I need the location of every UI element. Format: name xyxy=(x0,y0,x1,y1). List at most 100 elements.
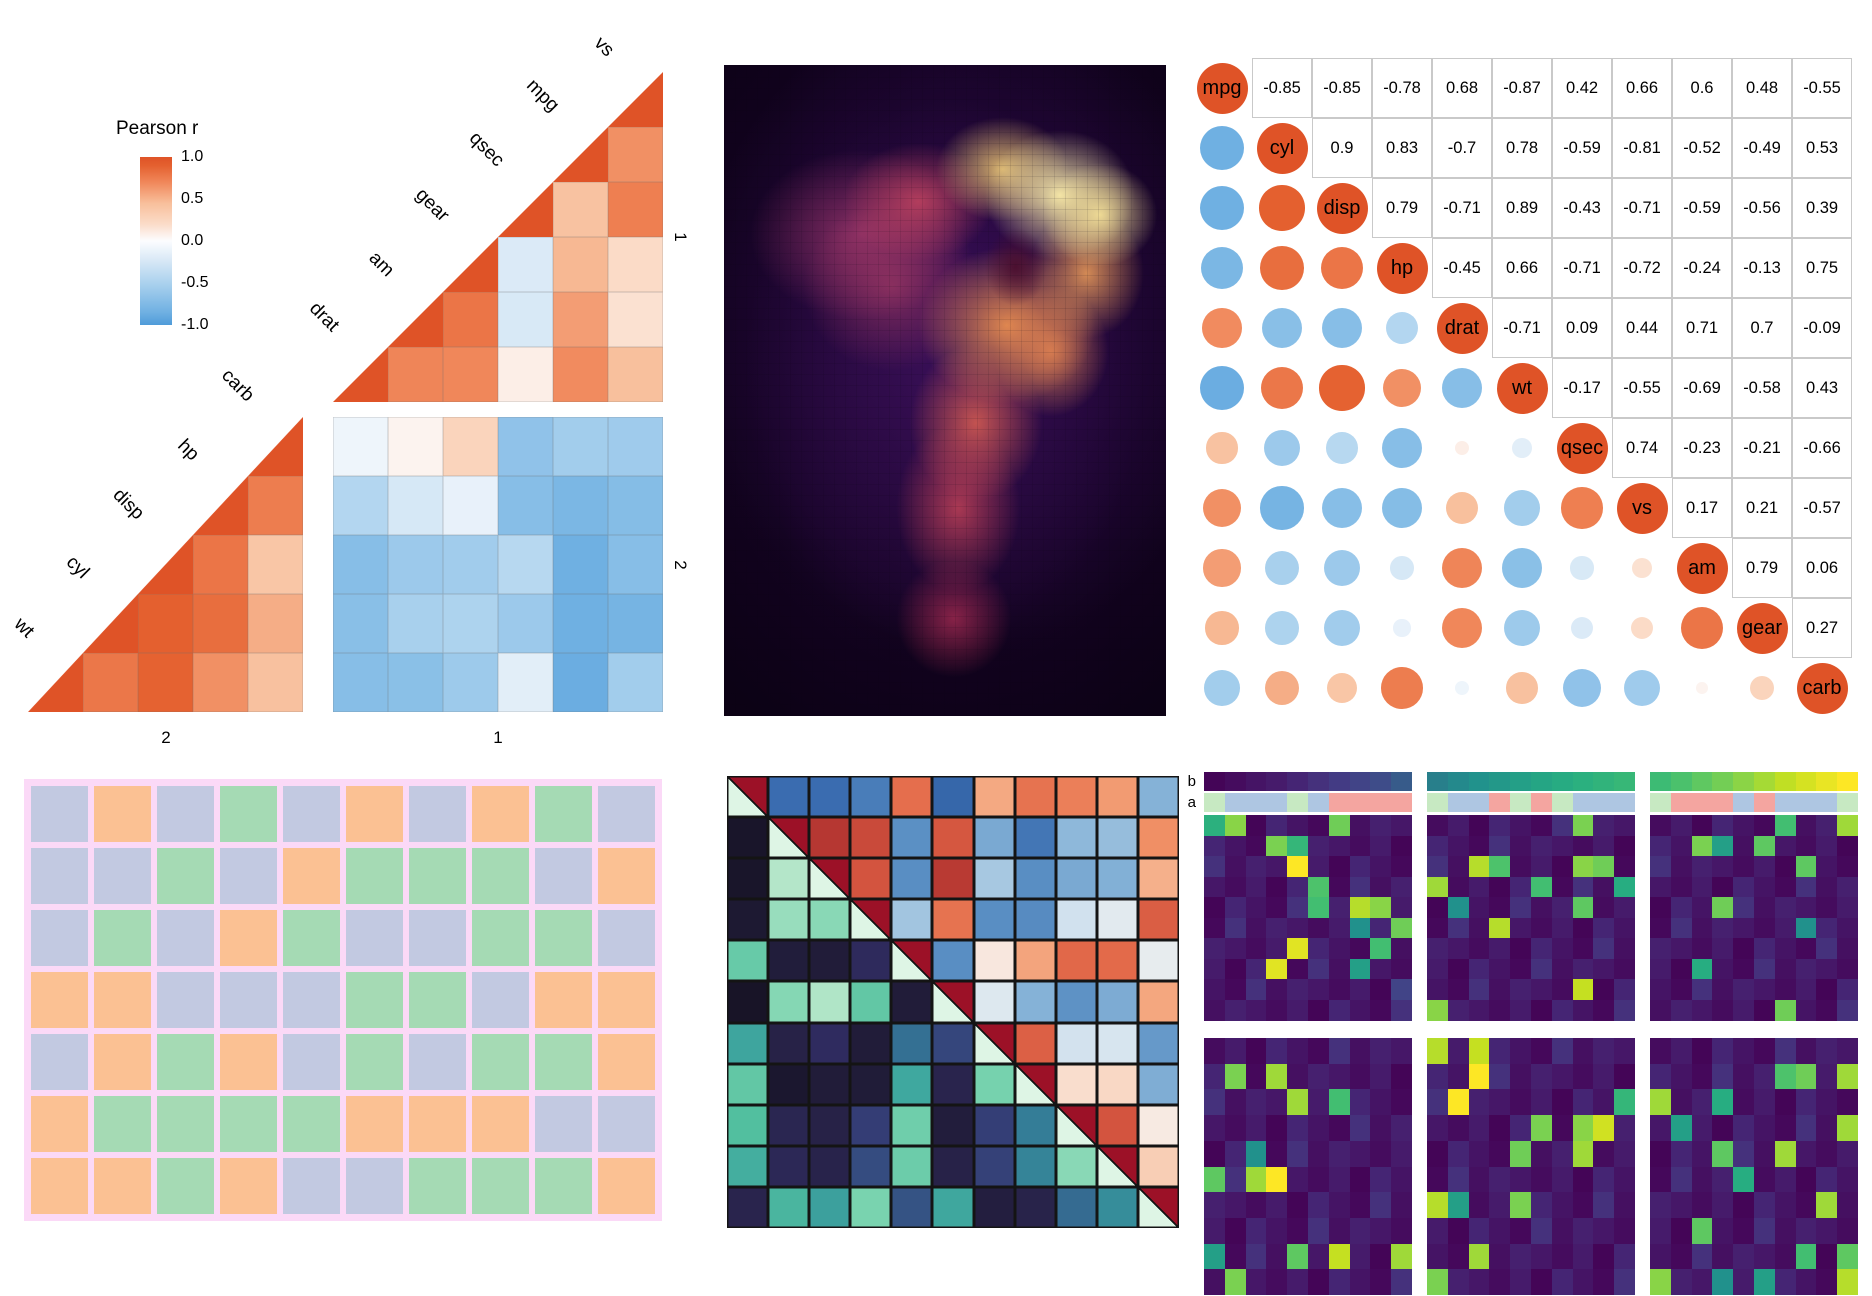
heatmap-cell xyxy=(1370,1089,1392,1116)
heatmap-cell xyxy=(1572,1243,1594,1270)
heatmap-cell xyxy=(1572,1217,1594,1245)
heatmap-cell xyxy=(1670,876,1693,898)
heatmap-cell xyxy=(1370,1115,1392,1142)
annotation-b-cell xyxy=(1391,772,1413,791)
heatmap-cell xyxy=(1370,938,1392,959)
heatmap-cell xyxy=(1204,1166,1226,1193)
annotation-a-cell xyxy=(1650,793,1672,812)
heatmap-cell xyxy=(1572,1140,1594,1167)
corrplot-value-cell: -0.71 xyxy=(1432,178,1492,238)
heatmap-cell xyxy=(1650,1089,1672,1116)
corr-cell xyxy=(333,417,388,476)
heatmap-cell xyxy=(1754,897,1776,918)
heatmap-cell xyxy=(1510,815,1532,836)
heatmap-cell xyxy=(1349,958,1371,980)
heatmap-cell xyxy=(1593,999,1615,1021)
heatmap-cell xyxy=(1816,1038,1838,1065)
corrplot-circle xyxy=(1381,427,1423,469)
panel-pastel-grid xyxy=(24,779,662,1221)
heatmap-cell xyxy=(1733,1115,1755,1142)
heatmap-cell xyxy=(1531,1269,1553,1296)
pastel-cell xyxy=(535,848,592,904)
corrplot-circle xyxy=(1562,668,1602,708)
heatmap-cell xyxy=(1287,938,1309,959)
heatmap-cell xyxy=(1447,999,1470,1021)
heatmap-cell xyxy=(1204,1063,1226,1090)
pastel-cell xyxy=(94,1096,151,1152)
heatmap-cell xyxy=(1670,1192,1693,1219)
heatmap-cell xyxy=(1224,1217,1247,1245)
matrix-cell xyxy=(1137,817,1179,859)
matrix-cell xyxy=(1055,1022,1097,1064)
heatmap-cell xyxy=(1427,917,1449,939)
pastel-cell xyxy=(220,1158,277,1214)
matrix-cell xyxy=(727,1186,769,1228)
heatmap-cell xyxy=(1531,876,1553,898)
heatmap-cell xyxy=(1266,917,1288,939)
corrplot-value-cell: 0.09 xyxy=(1552,298,1612,358)
heatmap-cell xyxy=(1650,897,1672,918)
corrplot-value-cell: 0.48 xyxy=(1732,58,1792,118)
heatmap-cell xyxy=(1572,1269,1594,1296)
heatmap-cell xyxy=(1224,938,1247,959)
matrix-cell xyxy=(1014,981,1056,1023)
heatmap-cell xyxy=(1266,1166,1288,1193)
corrplot-value-cell: -0.71 xyxy=(1492,298,1552,358)
heatmap-cell xyxy=(1287,1269,1309,1296)
heatmap-cell xyxy=(1328,876,1351,898)
heatmap-cell xyxy=(1468,1140,1490,1167)
corrplot-circle xyxy=(1319,365,1365,411)
corrplot-circle xyxy=(1623,669,1661,707)
heatmap-cell xyxy=(1551,1243,1574,1270)
heatmap-cell xyxy=(1468,1166,1490,1193)
heatmap-cell xyxy=(1691,1192,1713,1219)
pastel-cell xyxy=(346,1034,403,1090)
heatmap-cell xyxy=(1572,979,1594,1000)
pastel-cell xyxy=(598,1158,655,1214)
matrix-diagonal-cell xyxy=(850,899,892,941)
matrix-cell xyxy=(932,1022,974,1064)
heatmap-cell xyxy=(1712,1089,1734,1116)
heatmap-cell xyxy=(1245,897,1267,918)
heatmap-cell xyxy=(1531,1140,1553,1167)
heatmap-cell xyxy=(1733,876,1755,898)
corr-diag-cell xyxy=(193,476,248,535)
pastel-cell xyxy=(598,1096,655,1152)
pastel-cell xyxy=(283,910,340,966)
heatmap-cell xyxy=(1572,938,1594,959)
heatmap-cell xyxy=(1510,938,1532,959)
matrix-cell xyxy=(768,1145,810,1187)
corrplot-circle xyxy=(1321,307,1363,349)
heatmap-cell xyxy=(1837,938,1859,959)
heatmap-cell xyxy=(1328,1192,1351,1219)
corrplot-circle xyxy=(1323,549,1361,587)
corrplot-value-cell: -0.58 xyxy=(1732,358,1792,418)
heatmap-cell xyxy=(1349,1166,1371,1193)
matrix-cell xyxy=(727,940,769,982)
corr-cell xyxy=(608,127,663,182)
matrix-cell xyxy=(891,899,933,941)
heatmap-cell xyxy=(1816,856,1838,877)
heatmap-cell xyxy=(1816,876,1838,898)
annotation-b-cell xyxy=(1670,772,1693,791)
corrplot-value-cell: -0.72 xyxy=(1612,238,1672,298)
heatmap-cell xyxy=(1531,999,1553,1021)
corr-cell xyxy=(608,182,663,237)
annotation-b-cell xyxy=(1245,772,1267,791)
heatmap-cell xyxy=(1328,1038,1351,1065)
heatmap-cell xyxy=(1670,815,1693,836)
heatmap-cell xyxy=(1391,979,1413,1000)
matrix-cell xyxy=(1055,776,1097,818)
heatmap-cell xyxy=(1774,1269,1797,1296)
heatmap-cell xyxy=(1328,958,1351,980)
heatmap-cell xyxy=(1650,958,1672,980)
heatmap-cell xyxy=(1774,938,1797,959)
heatmap-cell xyxy=(1468,1269,1490,1296)
heatmap-cell xyxy=(1733,1243,1755,1270)
matrix-cell xyxy=(1055,858,1097,900)
heatmap-cell xyxy=(1572,1063,1594,1090)
corrplot-value-cell: -0.66 xyxy=(1792,418,1852,478)
corrplot-diagonal-label: am xyxy=(1676,542,1728,594)
matrix-diagonal-cell xyxy=(768,817,810,859)
corrplot-value-cell: -0.7 xyxy=(1432,118,1492,178)
